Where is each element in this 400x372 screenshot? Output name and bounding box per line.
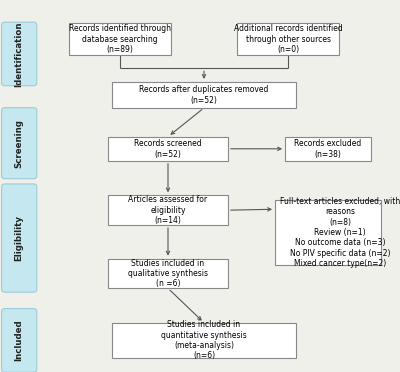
FancyBboxPatch shape — [2, 184, 37, 292]
FancyBboxPatch shape — [285, 137, 371, 161]
Text: Studies included in
qualitative synthesis
(n =6): Studies included in qualitative synthesi… — [128, 259, 208, 288]
FancyBboxPatch shape — [2, 108, 37, 179]
FancyBboxPatch shape — [108, 195, 228, 225]
Text: Studies included in
quantitative synthesis
(meta-analysis)
(n=6): Studies included in quantitative synthes… — [161, 320, 247, 360]
Text: Included: Included — [15, 320, 24, 361]
Text: Eligibility: Eligibility — [15, 215, 24, 261]
FancyBboxPatch shape — [237, 23, 339, 55]
FancyBboxPatch shape — [108, 137, 228, 161]
FancyBboxPatch shape — [108, 259, 228, 288]
Text: Records after duplicates removed
(n=52): Records after duplicates removed (n=52) — [139, 85, 269, 105]
Text: Full-text articles excluded, with
reasons
(n=8)
Review (n=1)
No outcome data (n=: Full-text articles excluded, with reason… — [280, 197, 400, 268]
Text: Articles assessed for
eligibility
(n=14): Articles assessed for eligibility (n=14) — [128, 195, 208, 225]
FancyBboxPatch shape — [112, 323, 296, 358]
FancyBboxPatch shape — [275, 200, 381, 265]
Text: Records screened
(n=52): Records screened (n=52) — [134, 139, 202, 158]
FancyBboxPatch shape — [112, 82, 296, 108]
Text: Additional records identified
through other sources
(n=0): Additional records identified through ot… — [234, 24, 342, 54]
FancyBboxPatch shape — [2, 22, 37, 86]
Text: Identification: Identification — [15, 21, 24, 87]
FancyBboxPatch shape — [2, 309, 37, 372]
FancyBboxPatch shape — [69, 23, 171, 55]
Text: Records excluded
(n=38): Records excluded (n=38) — [294, 139, 362, 158]
Text: Records identified through
database searching
(n=89): Records identified through database sear… — [69, 24, 171, 54]
Text: Screening: Screening — [15, 119, 24, 168]
